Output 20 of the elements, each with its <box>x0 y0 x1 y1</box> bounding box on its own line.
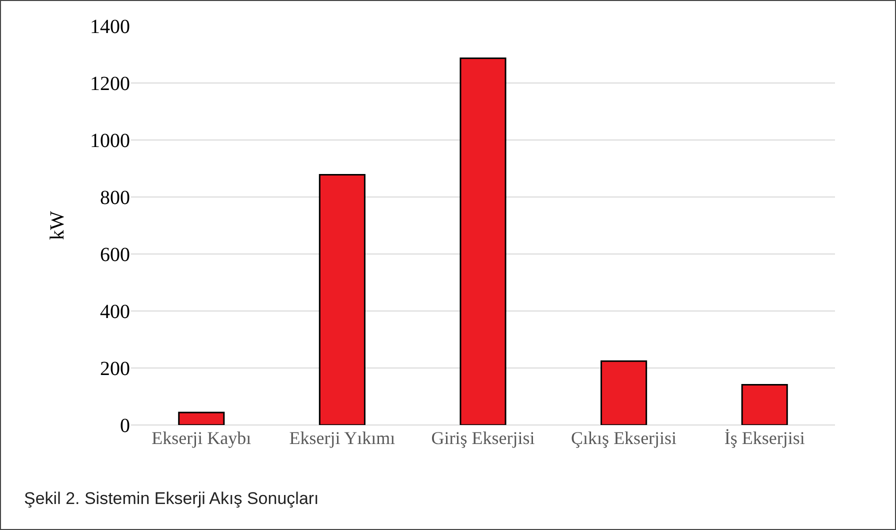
y-tick-label: 800 <box>100 187 130 209</box>
bar <box>318 174 366 425</box>
y-axis-title: kW <box>46 210 68 240</box>
x-tick-label: Ekserji Kaybı <box>152 428 252 448</box>
y-tick-label: 1200 <box>90 73 130 95</box>
y-tick-label: 0 <box>120 415 130 437</box>
y-tick-label: 600 <box>100 244 130 266</box>
y-tick-label: 200 <box>100 358 130 380</box>
y-tick-label: 400 <box>100 301 130 323</box>
y-tick-label: 1000 <box>90 130 130 152</box>
text: Şekil 2. Sistemin Ekserji Akış Sonuçları <box>24 489 319 508</box>
y-tick-label: 1400 <box>90 16 130 38</box>
bar <box>600 360 648 425</box>
x-tick-label: Çıkış Ekserjisi <box>571 428 677 448</box>
bar <box>178 412 225 425</box>
bar <box>460 57 506 425</box>
bar <box>741 384 788 425</box>
x-tick-label: İş Ekserjisi <box>724 428 805 448</box>
x-tick-label: Ekserji Yıkımı <box>289 428 396 448</box>
x-tick-label: Giriş Ekserjisi <box>431 428 535 448</box>
